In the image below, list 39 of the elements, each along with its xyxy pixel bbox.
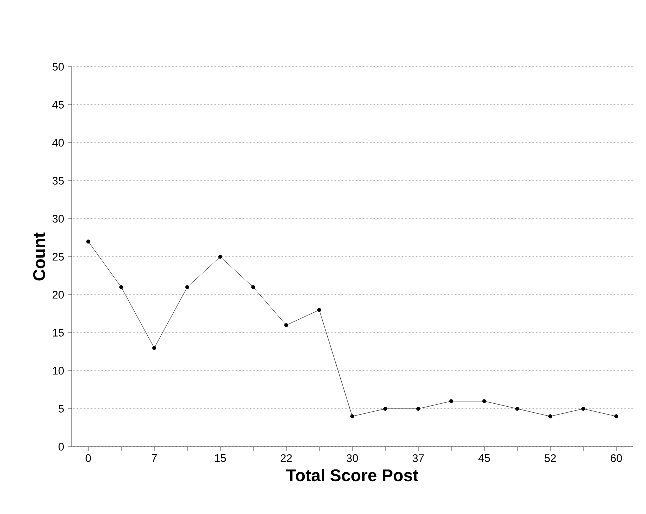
x-axis-title: Total Score Post bbox=[286, 469, 418, 482]
point bbox=[218, 255, 222, 259]
point bbox=[120, 285, 124, 290]
point bbox=[384, 407, 388, 411]
y-tick-label: 25 bbox=[52, 253, 64, 261]
y-tick-label: 30 bbox=[52, 215, 64, 223]
point bbox=[350, 414, 354, 419]
point bbox=[152, 346, 156, 350]
y-tick-label: 15 bbox=[53, 329, 64, 337]
y-tick-label: 10 bbox=[53, 367, 64, 375]
x-tick-label: 52 bbox=[544, 454, 556, 462]
point bbox=[252, 285, 256, 290]
x-tick-label: 30 bbox=[346, 454, 358, 462]
x-tick-label: 60 bbox=[610, 454, 622, 462]
y-tick-label: 40 bbox=[52, 139, 64, 147]
point bbox=[482, 399, 486, 404]
point bbox=[86, 240, 90, 244]
point bbox=[516, 407, 520, 411]
point bbox=[548, 414, 552, 419]
point bbox=[416, 407, 420, 411]
point bbox=[450, 399, 454, 404]
x-tick-label: 37 bbox=[412, 454, 424, 462]
x-tick-label: 45 bbox=[478, 454, 490, 462]
x-tick-label: 22 bbox=[280, 454, 292, 462]
y-tick-label: 20 bbox=[52, 291, 64, 299]
x-tick-label: 15 bbox=[215, 454, 226, 462]
point bbox=[318, 308, 322, 312]
y-tick-label: 5 bbox=[58, 405, 64, 413]
point bbox=[582, 407, 586, 411]
y-axis-title: Count bbox=[33, 232, 46, 281]
y-tick-label: 45 bbox=[52, 101, 64, 109]
point bbox=[614, 414, 618, 419]
point bbox=[284, 323, 288, 328]
y-tick-label: 50 bbox=[52, 63, 64, 71]
point bbox=[186, 285, 190, 290]
y-tick-label: 35 bbox=[52, 177, 64, 185]
x-tick-label: 0 bbox=[86, 454, 92, 462]
y-tick-label: 0 bbox=[58, 443, 64, 451]
x-tick-label: 7 bbox=[152, 454, 157, 462]
